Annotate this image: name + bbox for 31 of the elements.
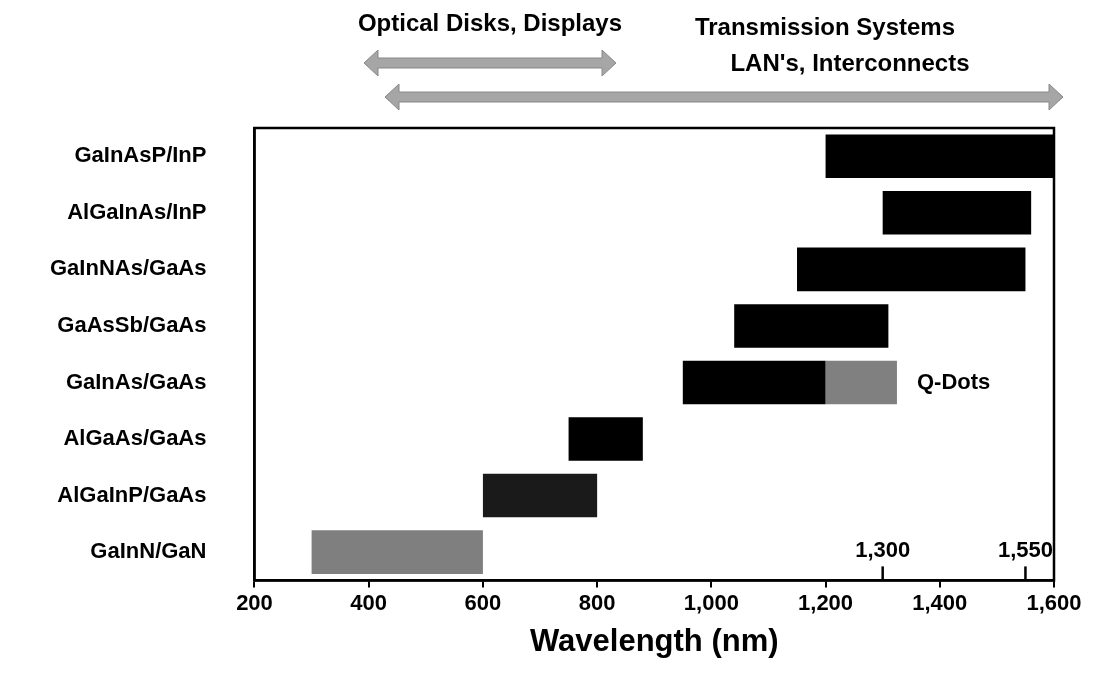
series-label: Q-Dots	[916, 368, 991, 394]
bar	[825, 360, 897, 405]
bar	[882, 191, 1032, 235]
bar	[797, 247, 1026, 292]
bar	[482, 473, 598, 518]
bar	[682, 360, 826, 405]
x-tick-label: 200	[236, 589, 273, 615]
x-axis-title: Wavelength (nm)	[529, 622, 779, 658]
text: Optical Disks, Displays	[357, 8, 623, 36]
bar	[568, 417, 643, 461]
x-tick-label: 1,400	[912, 589, 968, 615]
y-tick-label: GaInAs/GaAs	[65, 368, 207, 394]
y-tick-label: AlGaInAs/InP	[67, 198, 207, 224]
y-tick-label: GaAsSb/GaAs	[57, 311, 207, 337]
bar	[311, 530, 483, 574]
text: Transmission Systems	[694, 12, 956, 40]
y-tick-label: GaInAsP/InP	[74, 142, 207, 168]
x-tick-label: 800	[578, 589, 616, 615]
x-tick-label: 600	[464, 589, 502, 615]
x-tick-label: 400	[350, 589, 388, 615]
x2-tick-label: 1,300	[855, 537, 911, 563]
y-tick-label: AlGaInP/GaAs	[57, 481, 207, 507]
bar	[734, 304, 889, 348]
y-tick-label: GaInNAs/GaAs	[49, 255, 207, 281]
x-tick-label: 1,000	[683, 589, 739, 615]
x2-tick-label: 1,550	[997, 537, 1053, 563]
y-tick-label: GaInN/GaN	[90, 538, 207, 564]
y-tick-label: AlGaAs/GaAs	[63, 425, 207, 451]
x-tick-label: 1,600	[1026, 589, 1082, 615]
x-tick-label: 1,200	[798, 589, 854, 615]
text: LAN's, Interconnects	[730, 48, 970, 76]
